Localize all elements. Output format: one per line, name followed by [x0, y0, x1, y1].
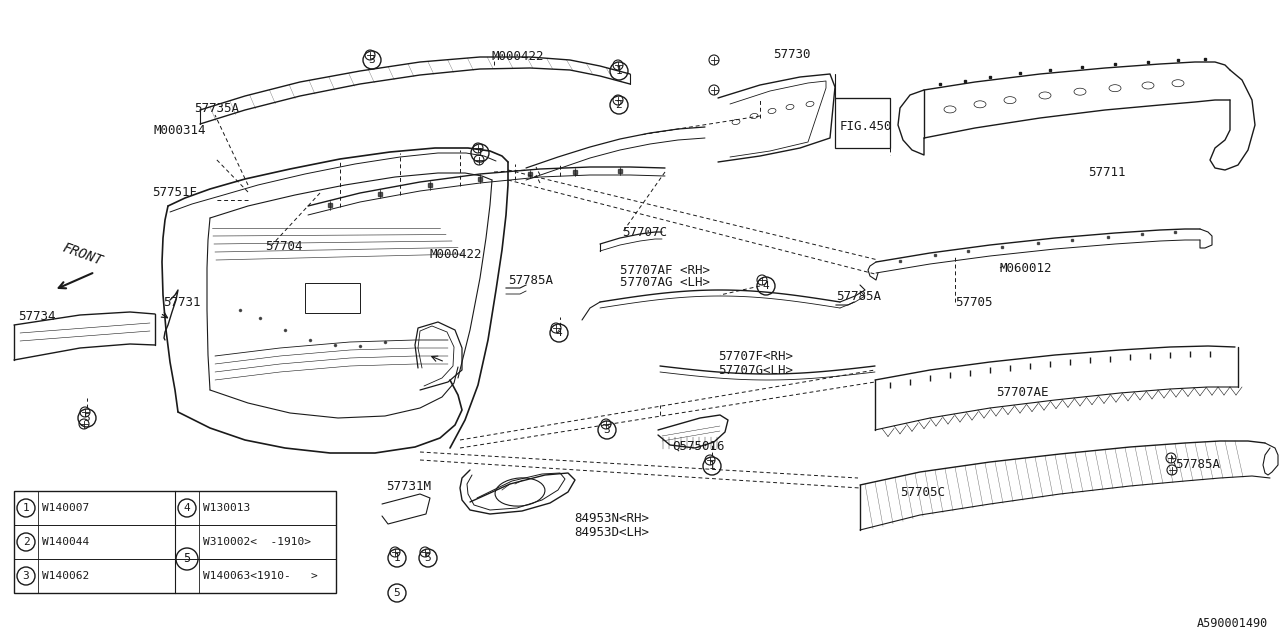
Text: FRONT: FRONT [60, 241, 104, 268]
Text: M000314: M000314 [154, 125, 206, 138]
Text: 57705C: 57705C [900, 486, 945, 499]
Text: 1: 1 [23, 503, 29, 513]
Text: 57707C: 57707C [622, 227, 667, 239]
Text: 57707AG <LH>: 57707AG <LH> [620, 276, 710, 289]
Text: 57711: 57711 [1088, 166, 1125, 179]
Text: 57734: 57734 [18, 310, 55, 323]
Text: W140007: W140007 [42, 503, 90, 513]
Text: 57735A: 57735A [195, 102, 239, 115]
Bar [835, 98, 890, 148]
Text: FIG.450: FIG.450 [840, 120, 892, 134]
Text: 3: 3 [604, 425, 611, 435]
Text: W310002<  -1910>: W310002< -1910> [204, 537, 311, 547]
Text: 4: 4 [556, 328, 562, 338]
Text: 57751F: 57751F [152, 186, 197, 200]
Text: 3: 3 [369, 55, 375, 65]
Text: 5: 5 [425, 553, 431, 563]
Text: 57707F<RH>: 57707F<RH> [718, 351, 794, 364]
Text: Q575016: Q575016 [672, 440, 724, 452]
Bar [305, 283, 360, 313]
Text: 2: 2 [616, 100, 622, 110]
Text: 57731: 57731 [163, 296, 201, 308]
Text: 57707AF <RH>: 57707AF <RH> [620, 264, 710, 276]
Text: 4: 4 [183, 503, 191, 513]
Text: 1: 1 [476, 148, 484, 158]
Text: 57785A: 57785A [1175, 458, 1220, 470]
Text: 57730: 57730 [773, 47, 810, 61]
Text: A590001490: A590001490 [1197, 617, 1268, 630]
Text: W130013: W130013 [204, 503, 251, 513]
Text: 57707AE: 57707AE [996, 385, 1048, 399]
Text: 5: 5 [183, 552, 191, 566]
Text: 57785A: 57785A [836, 291, 881, 303]
Text: 1: 1 [709, 461, 716, 471]
Text: 57731M: 57731M [387, 479, 431, 493]
Text: 57704: 57704 [265, 241, 302, 253]
Text: 5: 5 [394, 588, 401, 598]
Bar [14, 491, 335, 593]
Text: M000422: M000422 [430, 248, 483, 260]
Text: 3: 3 [23, 571, 29, 581]
Text: 1: 1 [616, 66, 622, 76]
Text: 5: 5 [83, 413, 91, 423]
Text: 2: 2 [23, 537, 29, 547]
Text: M000422: M000422 [492, 49, 544, 63]
Text: 84953N<RH>: 84953N<RH> [573, 511, 649, 525]
Text: W140062: W140062 [42, 571, 90, 581]
Text: 57707G<LH>: 57707G<LH> [718, 364, 794, 376]
Text: W140044: W140044 [42, 537, 90, 547]
Text: 1: 1 [394, 553, 401, 563]
Text: 84953D<LH>: 84953D<LH> [573, 525, 649, 538]
Text: W140063<1910-   >: W140063<1910- > [204, 571, 317, 581]
Text: 4: 4 [763, 281, 769, 291]
Text: M060012: M060012 [1000, 262, 1052, 275]
Text: 57705: 57705 [955, 296, 992, 308]
Text: 57785A: 57785A [508, 273, 553, 287]
